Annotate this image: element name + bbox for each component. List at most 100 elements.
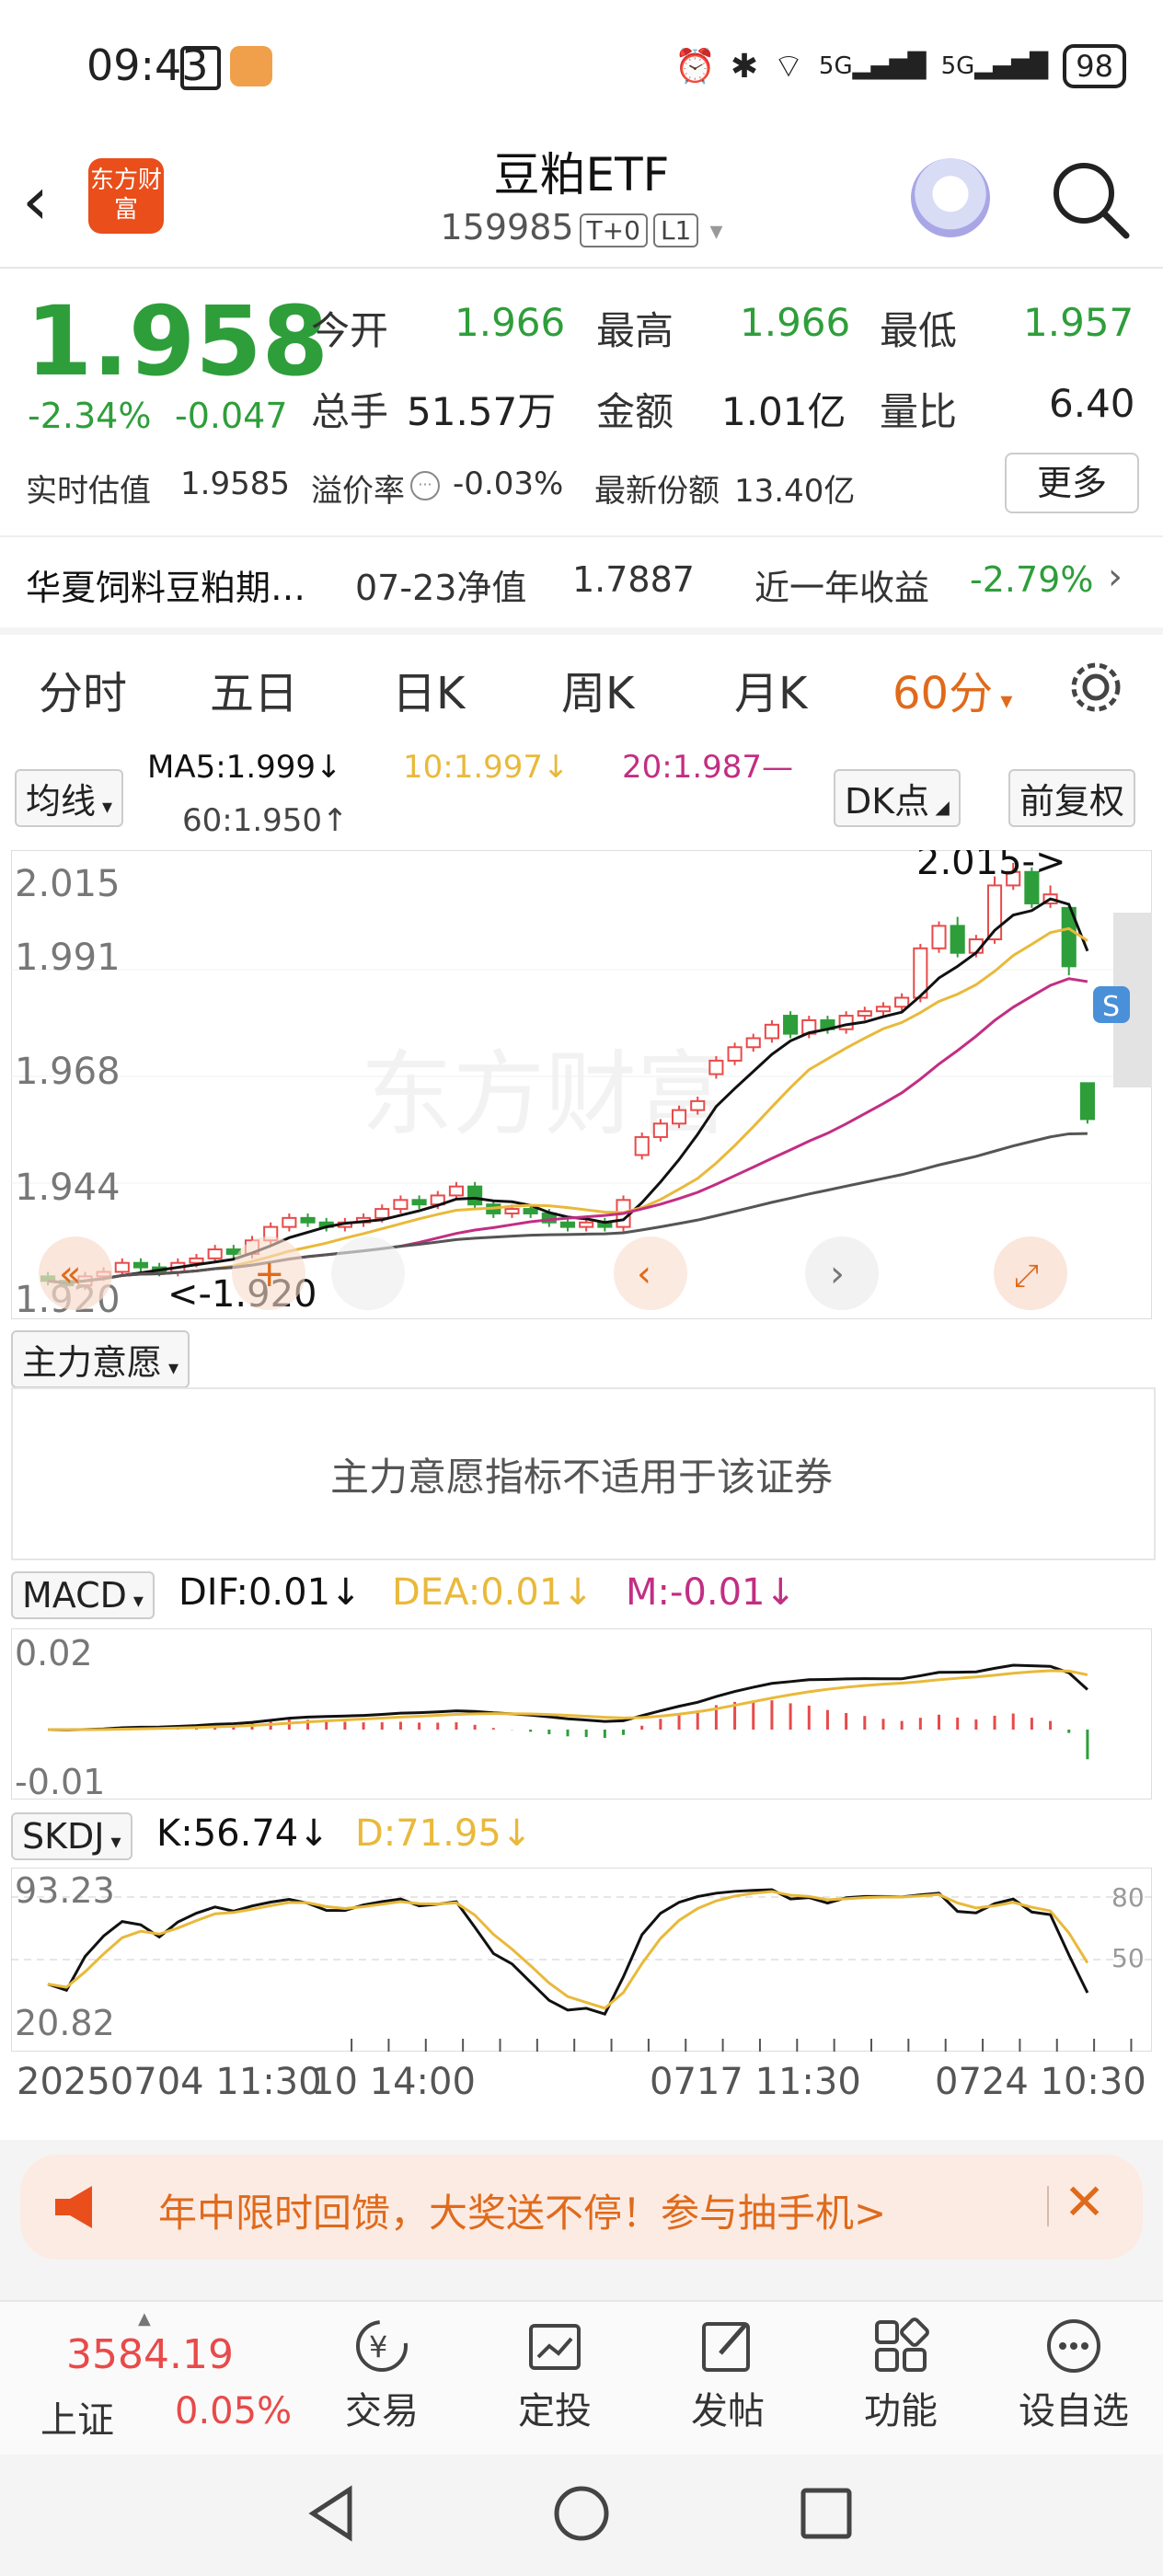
nav-function[interactable]: 功能 [832, 2317, 970, 2434]
calendar-chart-icon [529, 2324, 581, 2370]
search-icon[interactable] [1049, 158, 1132, 241]
y-tick-2: 1.991 [15, 937, 121, 979]
tab-60min[interactable]: 60分 ▾ [892, 668, 1013, 719]
svg-text:¥: ¥ [369, 2329, 387, 2364]
index-value[interactable]: 3584.19 [66, 2331, 234, 2378]
candle-body [374, 1208, 390, 1219]
close-icon[interactable]: ✕ [1064, 2173, 1106, 2231]
megaphone-icon [55, 2186, 92, 2228]
candle-body [559, 1221, 576, 1228]
skdj-d: D:71.95↓ [355, 1812, 533, 1855]
dk-point-button[interactable]: DK点 ◢ [834, 769, 961, 827]
back-button[interactable]: ‹ [22, 162, 49, 239]
candle-body [132, 1261, 149, 1269]
volume-value: 51.57万 [407, 389, 557, 434]
y-tick-4: 1.944 [15, 1167, 121, 1209]
plus-icon: + [254, 1253, 285, 1295]
info-dots-icon[interactable]: ··· [410, 471, 440, 500]
next-button[interactable] [805, 1236, 879, 1310]
tab-intraday[interactable]: 分时 [39, 668, 128, 719]
chevron-left-icon: ‹ [637, 1253, 651, 1295]
high-value: 1.966 [740, 300, 851, 345]
ma60-value: 60:1.950↑ [182, 802, 349, 839]
last-price: 1.958 [26, 285, 328, 397]
tab-weekly-k[interactable]: 周K [561, 668, 635, 719]
bluetooth-icon: ✱ [730, 47, 759, 86]
skdj-y-top: 93.23 [15, 1870, 115, 1911]
candle-body [1006, 870, 1021, 887]
skdj-selector[interactable]: SKDJ ▾ [11, 1812, 132, 1860]
macd-m: M:-0.01↓ [626, 1571, 796, 1614]
macd-y-bottom: -0.01 [15, 1762, 105, 1800]
prev-button[interactable] [614, 1236, 687, 1310]
wifi-icon: ⌔ [773, 47, 804, 86]
signal-2-icon: 5G▂▄▆█ [940, 52, 1049, 80]
zoom-in-button[interactable] [232, 1236, 305, 1310]
rewind-button[interactable] [39, 1236, 112, 1310]
shares-value: 13.40亿 [734, 473, 856, 510]
year-return-label: 近一年收益 [754, 568, 930, 608]
nav-invest[interactable]: 定投 [486, 2317, 624, 2434]
system-back-icon[interactable] [304, 2484, 359, 2543]
robot-assistant-avatar[interactable] [911, 158, 990, 237]
promo-banner[interactable] [20, 2155, 1143, 2260]
zoom-out-button[interactable] [331, 1236, 405, 1310]
amount-label: 金额 [596, 389, 674, 434]
macd-chart[interactable]: 0.02 -0.01 [11, 1628, 1152, 1800]
fullscreen-button[interactable] [994, 1236, 1067, 1310]
app-shield-icon [230, 46, 272, 86]
x-tick-2: 10 14:00 [311, 2061, 476, 2103]
candle-body [652, 1122, 668, 1138]
yen-cycle-icon: ¥ [356, 2320, 408, 2372]
candle-body [783, 1015, 799, 1035]
candle-body [931, 925, 947, 949]
high-marker: 2.015-> [916, 850, 1065, 883]
sell-badge-label: S [1102, 991, 1120, 1023]
ma60-line [47, 1132, 1088, 1285]
candle-body [708, 1059, 724, 1075]
candle-body [114, 1261, 130, 1273]
nav-trade[interactable]: ¥ 交易 [313, 2317, 451, 2434]
ma20-value: 20:1.987— [622, 749, 794, 786]
more-dots-icon [1047, 2319, 1100, 2373]
candle-body [579, 1221, 594, 1228]
candle-body [671, 1109, 687, 1125]
system-recents-icon[interactable] [799, 2486, 854, 2541]
x-tick-1: 20250704 11:30 [17, 2061, 322, 2103]
t0-tag: T+0 [579, 213, 648, 247]
kline-chart[interactable]: 东方财富 2.015 1.991 1.968 1.944 1.920 2.015… [11, 850, 1152, 1319]
candle-body [875, 1006, 892, 1013]
more-button[interactable]: 更多 [1005, 453, 1139, 513]
open-label: 今开 [311, 308, 389, 353]
change-value: -0.047 [175, 396, 288, 436]
indicator-selector[interactable]: 主力意愿 ▾ [11, 1330, 190, 1388]
grid-icon [875, 2317, 929, 2372]
system-home-icon[interactable] [552, 2484, 611, 2543]
fund-info-row[interactable] [0, 535, 1163, 629]
ma-toggle[interactable]: 均线 ▾ [15, 769, 124, 827]
index-name: 上证 [40, 2399, 114, 2442]
bottom-nav [0, 2300, 1163, 2456]
system-nav-bar [0, 2455, 1163, 2576]
quote-panel [0, 269, 1163, 627]
premium-label: 溢价率 [311, 473, 405, 510]
status-bar [0, 0, 1163, 147]
tab-five-day[interactable]: 五日 [210, 668, 299, 719]
candle-body [634, 1135, 650, 1156]
chevron-right-icon: › [830, 1253, 845, 1295]
change-pct: -2.34% [28, 396, 152, 436]
candle-body [745, 1037, 761, 1049]
double-left-icon: « [59, 1253, 81, 1295]
candle-body [523, 1208, 538, 1214]
tab-daily-k[interactable]: 日K [392, 668, 466, 719]
adjust-button[interactable]: 前复权 [1008, 769, 1136, 827]
nav-post[interactable]: 发帖 [659, 2317, 797, 2434]
macd-selector[interactable]: MACD ▾ [11, 1571, 155, 1619]
settings-gear-icon[interactable] [1065, 657, 1126, 718]
nav-watchlist[interactable]: 设自选 [1005, 2317, 1143, 2434]
skdj-chart[interactable]: 93.23 20.82 80 50 [11, 1868, 1152, 2052]
tab-monthly-k[interactable]: 月K [734, 668, 808, 719]
promo-divider [1047, 2186, 1049, 2226]
estimate-label: 实时估值 [26, 473, 151, 510]
sell-badge[interactable] [1093, 986, 1130, 1023]
